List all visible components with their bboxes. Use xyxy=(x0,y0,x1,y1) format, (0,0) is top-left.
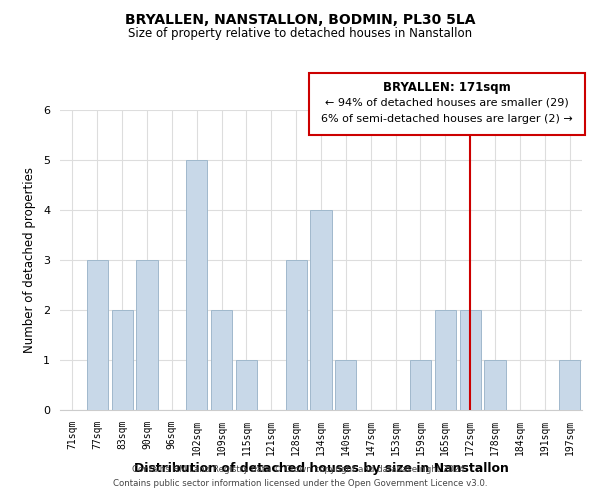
Bar xyxy=(310,210,332,410)
Bar xyxy=(186,160,207,410)
Bar xyxy=(236,360,257,410)
Text: Size of property relative to detached houses in Nanstallon: Size of property relative to detached ho… xyxy=(128,28,472,40)
Bar xyxy=(136,260,158,410)
Bar xyxy=(112,310,133,410)
Text: Contains HM Land Registry data © Crown copyright and database right 2024.
Contai: Contains HM Land Registry data © Crown c… xyxy=(113,466,487,487)
Text: BRYALLEN, NANSTALLON, BODMIN, PL30 5LA: BRYALLEN, NANSTALLON, BODMIN, PL30 5LA xyxy=(125,12,475,26)
Y-axis label: Number of detached properties: Number of detached properties xyxy=(23,167,36,353)
X-axis label: Distribution of detached houses by size in Nanstallon: Distribution of detached houses by size … xyxy=(134,462,508,475)
Bar xyxy=(410,360,431,410)
Bar xyxy=(335,360,356,410)
Bar xyxy=(211,310,232,410)
Bar xyxy=(286,260,307,410)
Bar xyxy=(484,360,506,410)
Text: BRYALLEN: 171sqm: BRYALLEN: 171sqm xyxy=(383,81,511,94)
Text: ← 94% of detached houses are smaller (29): ← 94% of detached houses are smaller (29… xyxy=(325,98,569,108)
Text: 6% of semi-detached houses are larger (2) →: 6% of semi-detached houses are larger (2… xyxy=(321,114,573,124)
Bar xyxy=(435,310,456,410)
Bar xyxy=(559,360,580,410)
Bar xyxy=(460,310,481,410)
Bar xyxy=(87,260,108,410)
